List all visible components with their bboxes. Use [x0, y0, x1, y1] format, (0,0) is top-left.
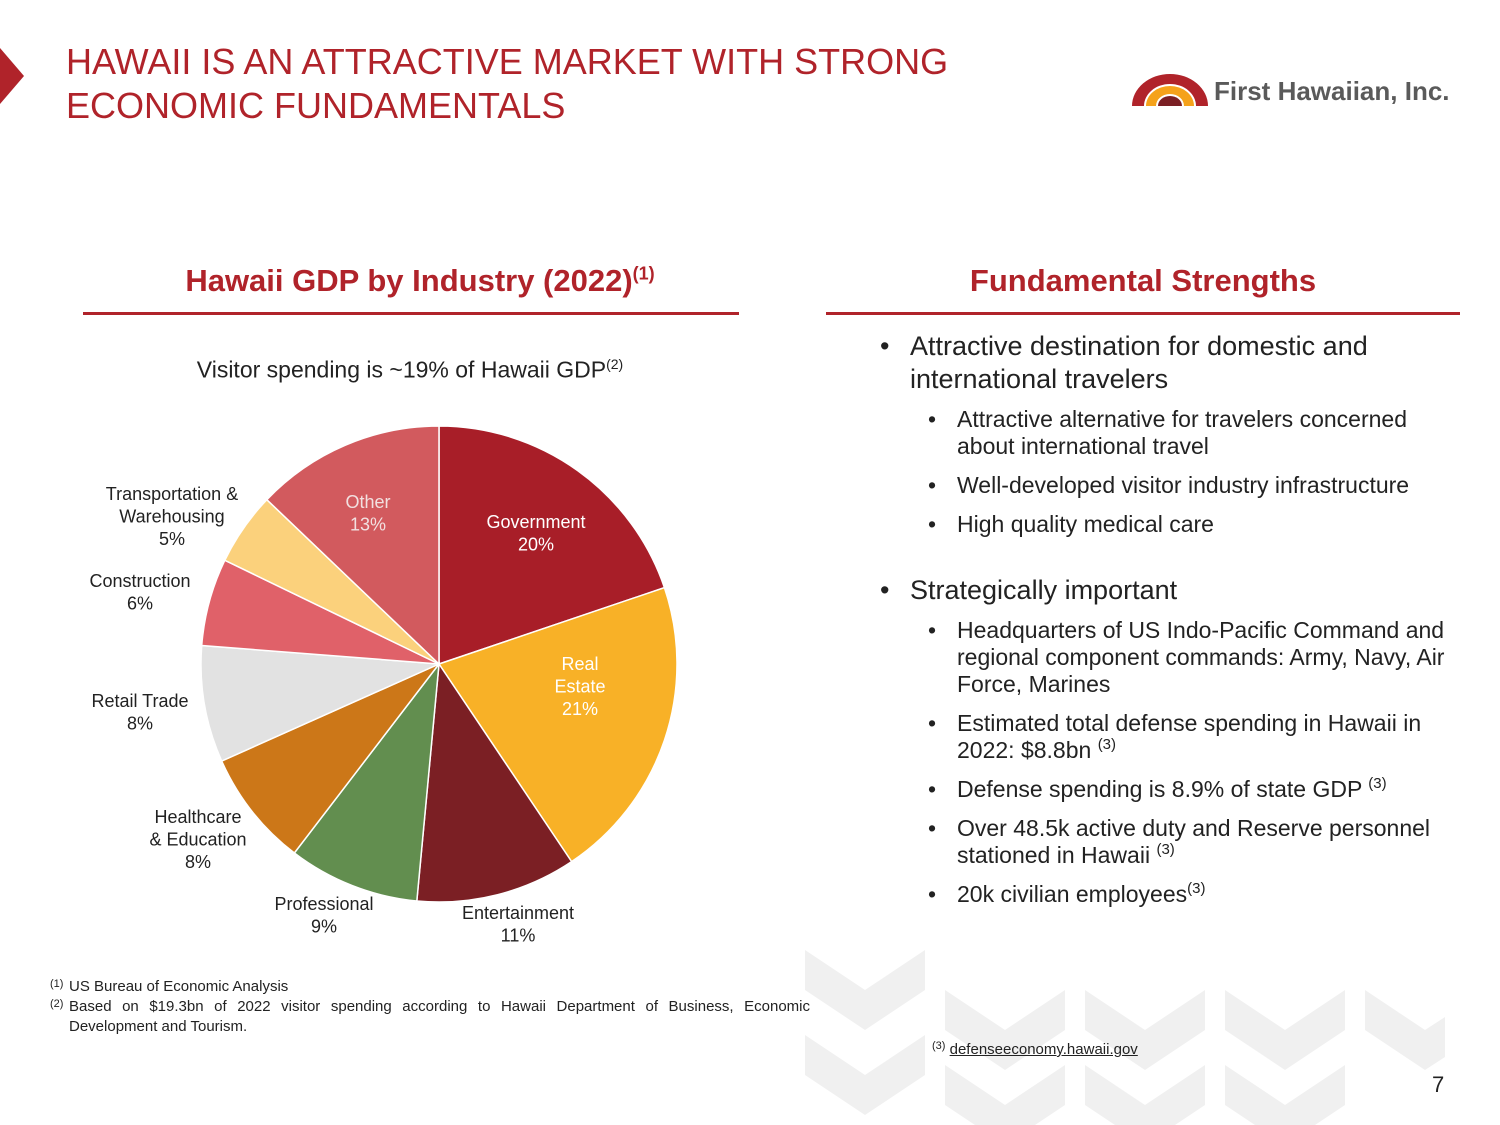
sub-bullet: Defense spending is 8.9% of state GDP (3… — [928, 776, 1470, 803]
pie-slice — [438, 425, 666, 666]
page-title-line-2: ECONOMIC FUNDAMENTALS — [66, 85, 566, 126]
pie-slice — [437, 586, 678, 863]
chart-subtitle: Visitor spending is ~19% of Hawaii GDP(2… — [140, 356, 680, 384]
sub-bullet: 20k civilian employees(3) — [928, 881, 1470, 908]
pie-slice-label: Other 13% — [345, 492, 390, 535]
chevron-pattern-background — [805, 950, 1445, 1125]
page-title: HAWAII IS AN ATTRACTIVE MARKET WITH STRO… — [66, 40, 1066, 128]
pie-slice-label: Real Estate 21% — [554, 654, 605, 719]
source-marker: (3) — [932, 1040, 946, 1052]
sub-bullet: High quality medical care — [928, 511, 1470, 538]
gdp-section-title-ref: (1) — [632, 263, 655, 284]
footnotes: (1) US Bureau of Economic Analysis (2) Bas… — [50, 977, 810, 1037]
strengths-section-rule — [826, 312, 1460, 315]
pie-slice-label: Construction 6% — [89, 571, 190, 614]
source-note: (3) defenseeconomy.hawaii.gov — [932, 1040, 1138, 1058]
pie-slice — [293, 661, 440, 902]
pie-slice-label: Government 20% — [486, 512, 585, 555]
gdp-section-title: Hawaii GDP by Industry (2022)(1) — [90, 263, 750, 299]
sub-bullet-text: Estimated total defense spending in Hawa… — [957, 710, 1422, 763]
sub-bullet: Attractive alternative for travelers con… — [928, 406, 1470, 460]
source-link[interactable]: defenseeconomy.hawaii.gov — [949, 1041, 1138, 1058]
footnote-1: (1) US Bureau of Economic Analysis — [50, 977, 810, 997]
sub-bullet: Well-developed visitor industry infrastr… — [928, 472, 1470, 499]
pie-slice-label: Professional 9% — [274, 894, 373, 937]
page-number: 7 — [1432, 1072, 1445, 1097]
footnote-ref: (3) — [1156, 841, 1175, 858]
footnote-2: (2) Based on $19.3bn of 2022 visitor spen… — [50, 997, 810, 1037]
gdp-pie-chart: Government 20% Real Estate 21% Entertainment 1… — [89, 425, 678, 946]
strengths-section-title: Fundamental Strengths — [969, 263, 1317, 298]
strengths-list: Attractive destination for domestic and … — [880, 330, 1470, 920]
chart-subtitle-ref: (2) — [606, 356, 624, 372]
pie-slice — [416, 661, 573, 903]
sub-bullet-text: Over 48.5k active duty and Reserve perso… — [957, 815, 1431, 868]
pie-slice-label: Entertainment 11% — [462, 903, 574, 946]
pie-slice-label: Retail Trade 8% — [91, 691, 188, 734]
footnote-ref: (3) — [1187, 880, 1206, 897]
pie-slice-label: Transportation & Warehousing 5% — [106, 484, 238, 549]
footnote-text: Based on $19.3bn of 2022 visitor spendin… — [69, 998, 810, 1035]
logo-text: First Hawaiian, Inc. — [1214, 76, 1450, 106]
rainbow-logo-icon — [1132, 74, 1208, 106]
pie-slice — [265, 425, 440, 666]
page-title-line-1: HAWAII IS AN ATTRACTIVE MARKET WITH STRO… — [66, 41, 949, 82]
gdp-section-rule — [83, 312, 739, 315]
footnote-marker: (1) — [50, 978, 64, 990]
bullet-strategic: Strategically important — [880, 574, 1470, 607]
bullet-travel: Attractive destination for domestic and … — [880, 330, 1470, 396]
footnote-text: US Bureau of Economic Analysis — [69, 978, 289, 995]
pie-slice — [220, 663, 440, 855]
company-logo: First Hawaiian, Inc. — [1130, 66, 1460, 116]
gdp-section-title-text: Hawaii GDP by Industry (2022) — [185, 263, 633, 298]
footnote-ref: (3) — [1368, 775, 1387, 792]
sub-bullet-text: Defense spending is 8.9% of state GDP — [957, 776, 1369, 802]
chart-subtitle-text: Visitor spending is ~19% of Hawaii GDP — [196, 356, 607, 383]
sub-bullet: Headquarters of US Indo-Pacific Command … — [928, 617, 1470, 698]
corner-accent-icon — [0, 48, 24, 104]
sub-bullet-text: 20k civilian employees — [957, 881, 1188, 907]
footnote-ref: (3) — [1097, 736, 1117, 753]
sub-bullet: Estimated total defense spending in Hawa… — [928, 710, 1470, 764]
pie-slice — [200, 644, 440, 763]
sub-bullet: Over 48.5k active duty and Reserve perso… — [928, 815, 1470, 869]
pie-slice-label: Healthcare & Education 8% — [149, 807, 246, 872]
footnote-marker: (2) — [50, 998, 64, 1010]
